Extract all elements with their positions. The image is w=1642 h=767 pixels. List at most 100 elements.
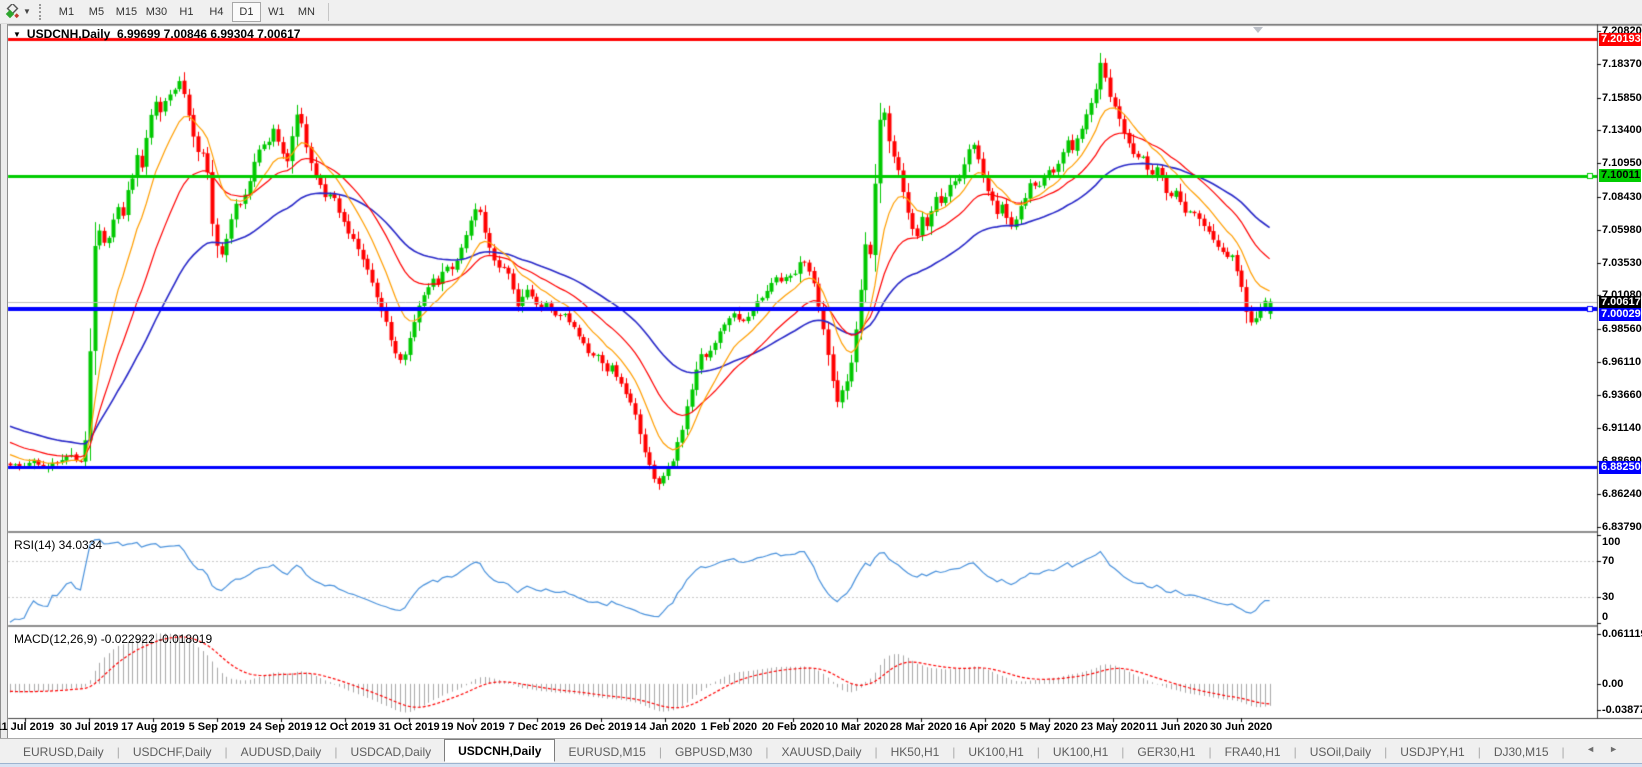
tab-separator: |	[874, 744, 878, 759]
date-axis-label: 14 Jan 2020	[634, 721, 696, 733]
timeframe-button-m15[interactable]: M15	[115, 5, 138, 18]
tab-uk100-h1[interactable]: UK100,H1	[1052, 744, 1109, 759]
tab-usdchf-daily[interactable]: USDCHF,Daily	[132, 744, 212, 759]
tab-separator: |	[1121, 744, 1125, 759]
timeframe-button-m30[interactable]: M30	[145, 5, 168, 18]
tab-separator: |	[1208, 744, 1212, 759]
rsi-axis-label: 100	[1602, 536, 1621, 548]
toolbar-separator	[327, 2, 329, 21]
tab-usdcad-daily[interactable]: USDCAD,Daily	[350, 744, 432, 759]
date-axis-label: 7 Dec 2019	[508, 721, 566, 733]
tab-dj30-m15[interactable]: DJ30,M15	[1493, 744, 1549, 759]
timeframe-button-h1[interactable]: H1	[179, 5, 194, 18]
tab-separator: |	[334, 744, 338, 759]
chart-title: ▼ USDCNH,Daily 6.99699 7.00846 6.99304 7.…	[13, 27, 300, 41]
date-axis-label: 19 Nov 2019	[441, 721, 505, 733]
timeframe-button-m5[interactable]: M5	[88, 5, 105, 18]
price-badge: 7.00617	[1599, 296, 1641, 309]
macd-axis-label: 0.00	[1602, 677, 1624, 690]
date-axis-label: 24 Sep 2019	[249, 721, 313, 733]
date-axis-label: 10 Mar 2020	[825, 721, 889, 733]
window-left-edge	[0, 24, 8, 763]
chart-symbol-label: USDCNH,Daily	[26, 27, 111, 41]
tab-uk100-h1[interactable]: UK100,H1	[968, 744, 1024, 759]
tab-eurusd-m15[interactable]: EURUSD,M15	[568, 744, 646, 759]
date-axis-label: 30 Jun 2020	[1209, 721, 1273, 733]
rsi-axis-label: 30	[1602, 591, 1615, 604]
macd-axis-label: 0.061119	[1602, 628, 1642, 640]
tab-gbpusd-m30[interactable]: GBPUSD,M30	[674, 744, 753, 759]
rsi-indicator-label: RSI(14) 34.0334	[14, 538, 103, 552]
tab-separator: |	[1561, 744, 1565, 759]
price-axis-label: 6.83790	[1602, 520, 1642, 533]
tab-separator: |	[1036, 744, 1040, 759]
price-axis-label: 6.86240	[1602, 488, 1642, 501]
date-axis-label: 11 Jun 2020	[1146, 721, 1208, 733]
chart-objects-icon[interactable]	[3, 3, 21, 20]
tab-hk50-h1[interactable]: HK50,H1	[890, 744, 940, 759]
chart-shift-marker[interactable]	[1253, 27, 1263, 33]
date-axis-label: 31 Oct 2019	[378, 721, 440, 733]
date-axis-label: 11 Jul 2019	[0, 721, 55, 733]
timeframe-button-w1[interactable]: W1	[268, 5, 285, 18]
date-axis-label: 23 May 2020	[1080, 721, 1146, 733]
tab-separator: |	[658, 744, 662, 759]
tab-separator: |	[224, 744, 228, 759]
price-axis-label: 6.93660	[1602, 388, 1642, 401]
price-badge: 7.00029	[1599, 308, 1641, 321]
tab-separator: |	[116, 744, 120, 759]
bottom-strip	[0, 763, 1642, 767]
toolbar-grip	[38, 3, 44, 20]
tab-ger30-h1[interactable]: GER30,H1	[1137, 744, 1196, 759]
tab-fra40-h1[interactable]: FRA40,H1	[1224, 744, 1281, 759]
tab-separator: |	[1293, 744, 1297, 759]
chart-tab-bar: EURUSD,Daily | USDCHF,Daily | AUDUSD,Daily | U…	[0, 738, 1642, 764]
price-axis-label: 7.15850	[1602, 91, 1642, 104]
tab-separator: |	[952, 744, 956, 759]
tab-usdcnh-daily[interactable]: USDCNH,Daily	[444, 738, 556, 762]
tab-eurusd-daily[interactable]: EURUSD,Daily	[23, 744, 104, 759]
chart-title-dropdown-icon[interactable]: ▼	[13, 30, 21, 39]
tab-separator: |	[1477, 744, 1481, 759]
tab-xauusd-daily[interactable]: XAUUSD,Daily	[781, 744, 862, 759]
price-axis-label: 7.13400	[1602, 124, 1642, 137]
timeframe-button-d1[interactable]: D1	[231, 1, 261, 22]
macd-indicator-label: MACD(12,26,9) -0.022922 -0.018019	[14, 632, 213, 646]
timeframe-buttons: M1 M5 M15 M30 H1 H4 D1 W1 MN	[52, 1, 322, 22]
date-axis-label: 5 May 2020	[1019, 721, 1079, 733]
tab-usoil-daily[interactable]: USOil,Daily	[1309, 744, 1372, 759]
price-axis-label: 6.98560	[1602, 323, 1642, 336]
date-axis-label: 30 Jul 2019	[59, 721, 119, 733]
rsi-axis-label: 0	[1602, 611, 1609, 623]
price-badge: 7.20193	[1599, 32, 1641, 46]
tab-scroll-right-icon[interactable]: ►	[1609, 744, 1632, 754]
date-axis-label: 28 Mar 2020	[889, 721, 953, 733]
tab-scroll-left-icon[interactable]: ◄	[1586, 744, 1610, 754]
tab-scroll-arrows: ◄►	[1586, 744, 1632, 754]
timeframe-button-m1[interactable]: M1	[58, 5, 75, 18]
price-badge: 7.10011	[1599, 169, 1641, 183]
rsi-axis-label: 70	[1602, 554, 1615, 567]
date-axis-label: 16 Apr 2020	[954, 721, 1016, 733]
date-axis-label: 26 Dec 2019	[569, 721, 633, 733]
date-axis-label: 20 Feb 2020	[761, 721, 825, 733]
chart-ohlc-values: 6.99699 7.00846 6.99304 7.00617	[110, 27, 301, 41]
price-axis-label: 7.03530	[1602, 256, 1642, 269]
timeframe-button-h4[interactable]: H4	[209, 5, 224, 18]
price-axis-label: 7.05980	[1602, 223, 1642, 236]
price-axis-label: 6.91140	[1602, 422, 1642, 435]
price-axis-label: 7.18370	[1602, 57, 1642, 70]
tab-usdjpy-h1[interactable]: USDJPY,H1	[1400, 744, 1465, 759]
chevron-down-icon[interactable]: ▼	[23, 7, 31, 16]
price-badge: 6.88250	[1599, 460, 1641, 474]
date-axis-label: 1 Feb 2020	[700, 721, 758, 733]
date-axis-label: 17 Aug 2019	[121, 721, 185, 733]
price-axis-label: 7.10950	[1602, 157, 1642, 170]
timeframe-button-mn[interactable]: MN	[297, 5, 315, 18]
tab-separator: |	[1384, 744, 1388, 759]
tab-audusd-daily[interactable]: AUDUSD,Daily	[240, 744, 322, 759]
date-axis-label: 12 Oct 2019	[314, 721, 376, 733]
macd-axis-label: -0.038777	[1602, 704, 1642, 716]
date-axis-label: 5 Sep 2019	[188, 721, 246, 733]
